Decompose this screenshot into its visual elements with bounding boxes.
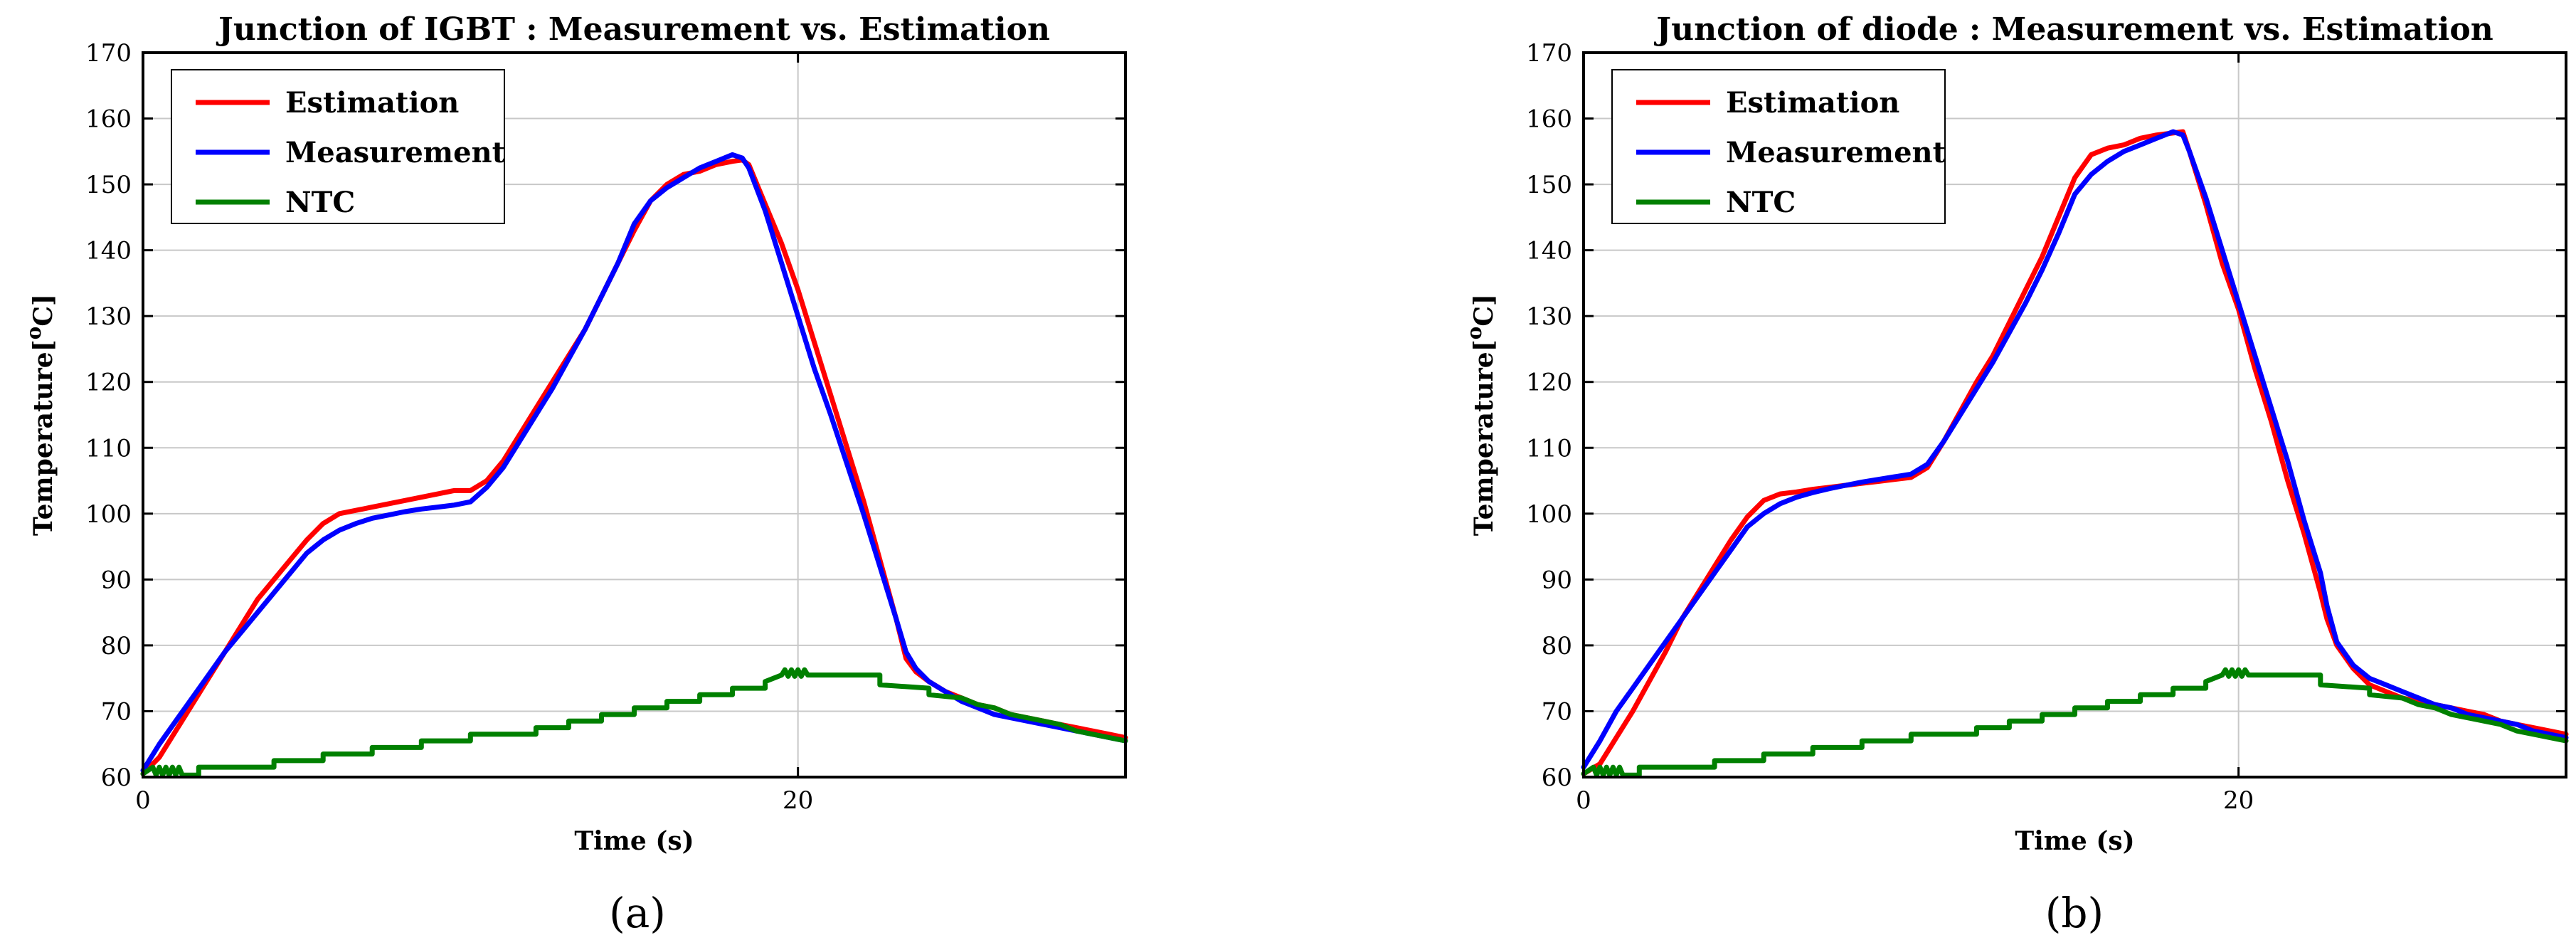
chart-panel-b: 60 70 80 90 100 110 120 130 140 150 160 170 0 20 Junct… xyxy=(1463,11,2569,856)
y-axis-label-unit: C] xyxy=(28,294,58,327)
series-line-ntc xyxy=(1581,667,2569,778)
y-tick-label: 150 xyxy=(85,171,132,199)
y-tick-label: 80 xyxy=(101,632,132,660)
panel-caption: (b) xyxy=(2045,889,2104,937)
legend-label: NTC xyxy=(1726,186,1796,219)
x-tick-label: 20 xyxy=(2223,786,2254,815)
legend-box xyxy=(171,69,505,224)
x-tick-label: 0 xyxy=(135,786,151,815)
plot-area-frame xyxy=(142,51,1127,779)
y-tick-label: 120 xyxy=(85,369,132,397)
y-tick-label: 160 xyxy=(1526,105,1572,134)
y-tick-label: 70 xyxy=(1542,697,1572,726)
y-axis-label: Temperature[oC] xyxy=(1463,294,1499,536)
y-tick-label: 80 xyxy=(1542,632,1572,660)
y-tick-label: 150 xyxy=(1526,171,1572,199)
legend-label: NTC xyxy=(285,186,355,219)
series-line-ntc xyxy=(140,667,1128,778)
y-tick-label: 60 xyxy=(1542,764,1572,792)
y-axis-label-degree: o xyxy=(22,327,46,340)
x-axis-label: Time (s) xyxy=(574,826,694,856)
y-tick-label: 110 xyxy=(1526,434,1572,463)
x-tick-label: 20 xyxy=(783,786,813,815)
y-tick-label: 100 xyxy=(1526,500,1572,529)
legend: Estimation Measurement NTC xyxy=(171,69,506,224)
plot-area-frame xyxy=(1582,51,2567,779)
y-tick-label: 170 xyxy=(1526,39,1572,68)
y-axis-label-main: Temperature[ xyxy=(28,339,58,536)
y-tick-label: 140 xyxy=(1526,237,1572,265)
legend-label: Measurement xyxy=(285,136,506,169)
y-tick-label: 100 xyxy=(85,500,132,529)
y-tick-label: 90 xyxy=(101,566,132,594)
y-tick-label: 60 xyxy=(101,764,132,792)
chart-panel-a: 60 70 80 90 100 110 120 130 140 150 160 170 0 20 Junct… xyxy=(22,11,1128,856)
y-tick-label: 90 xyxy=(1542,566,1572,594)
y-tick-label: 130 xyxy=(1526,302,1572,331)
y-axis-label-main: Temperature[ xyxy=(1469,339,1499,536)
y-tick-label: 110 xyxy=(85,434,132,463)
chart-title: Junction of IGBT : Measurement vs. Estim… xyxy=(216,11,1050,48)
y-axis-label-degree: o xyxy=(1463,327,1486,340)
y-axis-label-unit: C] xyxy=(1469,294,1499,327)
legend-label: Estimation xyxy=(1726,86,1899,120)
y-tick-label: 70 xyxy=(101,697,132,726)
y-tick-label: 120 xyxy=(1526,369,1572,397)
y-tick-label: 170 xyxy=(85,39,132,68)
legend-box xyxy=(1611,69,1946,224)
y-tick-label: 130 xyxy=(85,302,132,331)
series-line-measurement xyxy=(1581,129,2569,770)
y-axis-label: Temperature[oC] xyxy=(22,294,58,536)
legend-label: Measurement xyxy=(1726,136,1946,169)
y-tick-label: 140 xyxy=(85,237,132,265)
x-axis-label: Time (s) xyxy=(2015,826,2134,856)
x-tick-label: 0 xyxy=(1576,786,1591,815)
legend-label: Estimation xyxy=(285,86,459,120)
y-tick-label: 160 xyxy=(85,105,132,134)
legend: Estimation Measurement NTC xyxy=(1611,69,1946,224)
panel-caption: (a) xyxy=(609,889,666,937)
chart-title: Junction of diode : Measurement vs. Esti… xyxy=(1653,11,2493,48)
